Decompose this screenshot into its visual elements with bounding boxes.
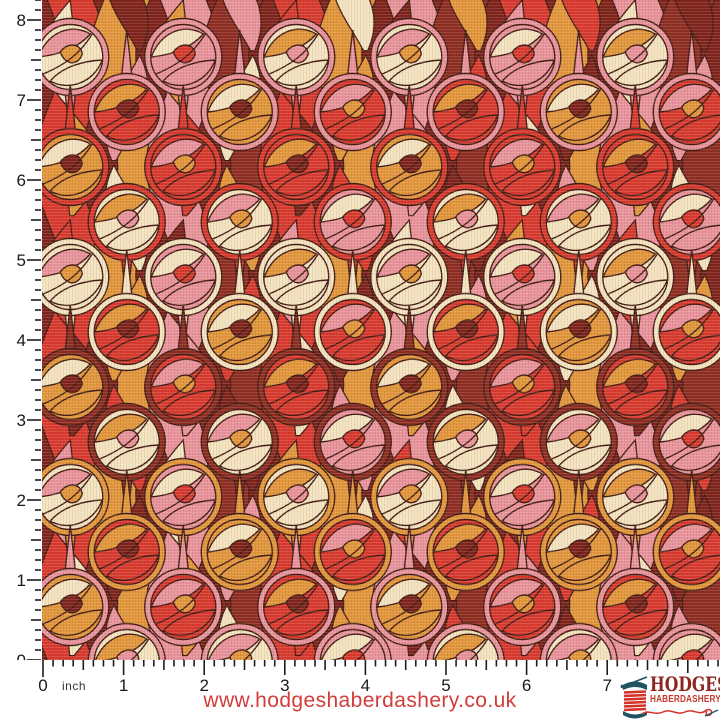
thread-wave-icon	[641, 708, 719, 717]
ruler-number: 5	[17, 251, 26, 270]
hodges-logo-badge: HODGES HABERDASHERY	[617, 673, 720, 720]
ruler-number: 3	[17, 411, 26, 430]
ruler-number: 1	[17, 571, 26, 590]
ruler-number: 4	[361, 676, 370, 695]
ruler-number: 1	[119, 676, 128, 695]
logo-subtitle: HABERDASHERY	[650, 694, 720, 705]
ruler-unit-label: inch	[62, 679, 86, 693]
ruler-number: 4	[17, 331, 26, 350]
fabric-pattern-art	[42, 0, 720, 660]
ruler-number: 8	[17, 11, 26, 30]
ruler-number: 0	[38, 676, 47, 695]
website-url: www.hodgeshaberdashery.co.uk	[203, 689, 517, 712]
horizontal-ruler: 0 1 2 3 4 5 6 7 inch	[0, 660, 720, 700]
ruler-number: 7	[17, 91, 26, 110]
fabric-swatch	[42, 0, 720, 660]
ruler-number: 7	[602, 676, 611, 695]
rose-buds	[42, 17, 720, 660]
ruler-number: 2	[17, 491, 26, 510]
ruler-number: 2	[199, 676, 208, 695]
ruler-number: 6	[522, 676, 531, 695]
thread-spool-icon	[620, 676, 648, 719]
ruler-number: 3	[280, 676, 289, 695]
ruler-number: 6	[17, 171, 26, 190]
ruler-number: 5	[441, 676, 450, 695]
logo-name: HODGES	[650, 672, 720, 696]
